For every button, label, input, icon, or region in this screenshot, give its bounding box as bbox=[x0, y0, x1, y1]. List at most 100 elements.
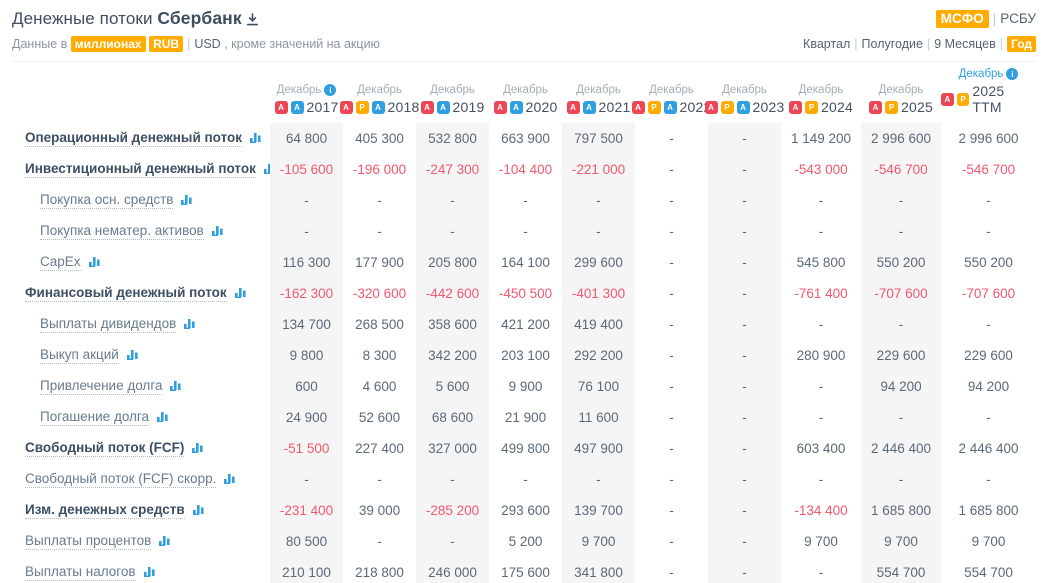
column-month-label: Декабрь bbox=[576, 84, 621, 96]
pdf-report-icon[interactable]: A bbox=[420, 100, 434, 114]
table-value-cell: - bbox=[270, 185, 343, 216]
table-value-cell: 554 700 bbox=[861, 557, 941, 583]
pdf-statement-icon[interactable]: A bbox=[290, 100, 304, 114]
table-value-cell: 164 100 bbox=[501, 255, 550, 270]
pdf-report-icon[interactable]: A bbox=[789, 100, 803, 114]
info-icon[interactable]: i bbox=[324, 84, 337, 96]
currency-usd-toggle[interactable]: USD bbox=[194, 37, 221, 51]
table-value-cell: - bbox=[669, 162, 674, 177]
bar-chart-icon[interactable] bbox=[211, 224, 225, 239]
pdf-report-icon[interactable]: A bbox=[631, 100, 645, 114]
row-label-link[interactable]: Выплаты налогов bbox=[25, 564, 136, 581]
row-label-link[interactable]: Финансовый денежный поток bbox=[25, 285, 227, 302]
presentation-icon[interactable]: P bbox=[885, 100, 899, 114]
period-toggle-4[interactable]: Год bbox=[1007, 36, 1036, 52]
bar-chart-icon[interactable] bbox=[191, 441, 205, 456]
column-header-2024: Декабрь A P 2024 bbox=[781, 65, 861, 123]
pdf-report-icon[interactable]: A bbox=[274, 100, 288, 114]
table-value-cell: -707 600 bbox=[961, 286, 1016, 301]
units-scale-toggle[interactable]: миллионах bbox=[70, 36, 146, 52]
table-value-cell: - bbox=[708, 464, 781, 495]
row-label-link[interactable]: Свободный поток (FCF) скорр. bbox=[25, 471, 217, 488]
row-label-link[interactable]: Выплаты дивидендов bbox=[40, 316, 177, 333]
table-value-cell: 39 000 bbox=[358, 503, 401, 518]
presentation-icon[interactable]: P bbox=[956, 92, 970, 106]
row-label-link[interactable]: Выплаты процентов bbox=[25, 533, 152, 550]
month-text: Декабрь bbox=[958, 68, 1004, 80]
row-label-link[interactable]: Покупка осн. средств bbox=[40, 192, 174, 209]
table-value-cell: - bbox=[523, 224, 528, 239]
period-toggle-2[interactable]: Полугодие bbox=[861, 37, 923, 51]
table-value-cell: -546 700 bbox=[861, 154, 941, 185]
table-value-cell: - bbox=[861, 464, 941, 495]
table-value-cell: - bbox=[669, 348, 674, 363]
month-text: Декабрь bbox=[430, 84, 475, 96]
bar-chart-icon[interactable] bbox=[180, 193, 194, 208]
presentation-icon[interactable]: P bbox=[720, 100, 734, 114]
table-value-cell: 299 600 bbox=[562, 247, 635, 278]
bar-chart-icon[interactable] bbox=[126, 348, 140, 363]
pdf-report-icon[interactable]: A bbox=[339, 100, 353, 114]
row-label-link[interactable]: CapEx bbox=[40, 254, 81, 271]
pdf-statement-icon[interactable]: A bbox=[736, 100, 750, 114]
period-toggle-1[interactable]: Квартал bbox=[803, 37, 851, 51]
bar-chart-icon[interactable] bbox=[183, 317, 197, 332]
pdf-statement-icon[interactable]: A bbox=[663, 100, 677, 114]
table-value-cell: - bbox=[818, 193, 824, 208]
currency-rub-toggle[interactable]: RUB bbox=[149, 36, 184, 52]
download-icon[interactable] bbox=[246, 11, 259, 31]
column-year-label: 2022 bbox=[679, 99, 712, 115]
period-toggle-3[interactable]: 9 Месяцев bbox=[934, 37, 996, 51]
bar-chart-icon[interactable] bbox=[158, 534, 172, 549]
presentation-icon[interactable]: P bbox=[355, 100, 369, 114]
month-text: Декабрь bbox=[878, 84, 924, 96]
table-value-cell: - bbox=[708, 278, 781, 309]
bar-chart-icon[interactable] bbox=[234, 286, 248, 301]
bar-chart-icon[interactable] bbox=[169, 379, 183, 394]
bar-chart-icon[interactable] bbox=[156, 410, 170, 425]
column-year-line: A P A 2022 bbox=[631, 99, 712, 115]
pdf-report-icon[interactable]: A bbox=[869, 100, 883, 114]
info-icon[interactable]: i bbox=[1006, 68, 1019, 80]
standard-msfo-toggle[interactable]: МСФО bbox=[935, 10, 989, 28]
table-value-cell: 663 900 bbox=[501, 131, 550, 146]
bar-chart-icon[interactable] bbox=[249, 131, 263, 146]
table-value-cell: -546 700 bbox=[961, 162, 1016, 177]
pdf-statement-icon[interactable]: A bbox=[371, 100, 385, 114]
row-label-link[interactable]: Покупка нематер. активов bbox=[40, 223, 204, 240]
pdf-report-icon[interactable]: A bbox=[566, 100, 580, 114]
table-value-cell: - bbox=[708, 216, 781, 247]
bar-chart-icon[interactable] bbox=[192, 503, 206, 518]
table-value-cell: - bbox=[669, 224, 674, 239]
table-value-cell: 421 200 bbox=[501, 317, 550, 332]
standard-rsbu-toggle[interactable]: РСБУ bbox=[1000, 11, 1036, 26]
table-value-cell: - bbox=[708, 371, 781, 402]
table-row-label-cell: Выплаты процентов bbox=[12, 526, 270, 557]
presentation-icon[interactable]: P bbox=[805, 100, 819, 114]
pdf-report-icon[interactable]: A bbox=[704, 100, 718, 114]
presentation-icon[interactable]: P bbox=[647, 100, 661, 114]
table-value-cell: - bbox=[708, 557, 781, 583]
row-label-link[interactable]: Инвестиционный денежный поток bbox=[25, 161, 256, 178]
row-label-link[interactable]: Изм. денежных средств bbox=[25, 502, 185, 519]
table-value-cell: 268 500 bbox=[355, 317, 404, 332]
table-value-cell: - bbox=[861, 185, 941, 216]
pdf-report-icon[interactable]: A bbox=[493, 100, 507, 114]
bar-chart-icon[interactable] bbox=[143, 565, 157, 580]
column-year-label: 2025 TTM bbox=[972, 83, 1005, 115]
row-label-link[interactable]: Привлечение долга bbox=[40, 378, 163, 395]
row-label-link[interactable]: Выкуп акций bbox=[40, 347, 119, 364]
bar-chart-icon[interactable] bbox=[223, 472, 237, 487]
row-label-link[interactable]: Погашение долга bbox=[40, 409, 150, 426]
row-label-link[interactable]: Операционный денежный поток bbox=[25, 130, 243, 147]
pdf-report-icon[interactable]: A bbox=[941, 92, 954, 106]
pdf-statement-icon[interactable]: A bbox=[509, 100, 523, 114]
bar-chart-icon[interactable] bbox=[88, 255, 102, 270]
table-value-cell: 218 800 bbox=[355, 565, 404, 580]
pdf-statement-icon[interactable]: A bbox=[582, 100, 596, 114]
table-row-label-cell: Инвестиционный денежный поток bbox=[12, 154, 275, 185]
table-value-cell: - bbox=[377, 224, 382, 239]
row-label-link[interactable]: Свободный поток (FCF) bbox=[25, 440, 185, 457]
pdf-statement-icon[interactable]: A bbox=[436, 100, 450, 114]
table-value-cell: - bbox=[861, 216, 941, 247]
